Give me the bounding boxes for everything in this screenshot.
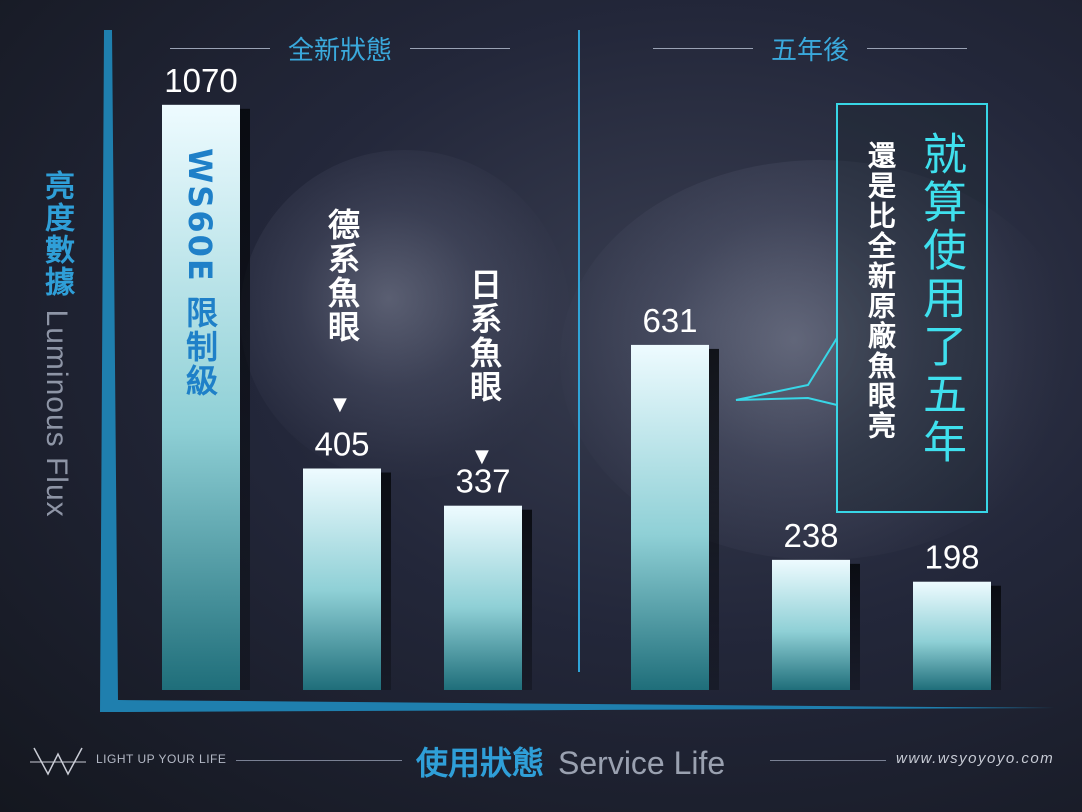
website-url: www.wsyoyoyo.com	[896, 750, 1055, 767]
callout-subtext: 還是比全新原廠魚眼亮	[864, 141, 897, 441]
x-axis-label: 使用狀態 Service Life	[416, 738, 725, 784]
footer: LIGHT UP YOUR LIFE 使用狀態 Service Life www.…	[0, 724, 1082, 794]
arrow-down-icon-japanese: ▼	[475, 446, 489, 467]
callout-headline: 就算使用了五年	[915, 131, 966, 467]
y-axis-label-en: Luminous Flux	[40, 309, 73, 518]
value-label-new-ws60e: 1070	[164, 62, 237, 99]
footer-rule-left	[236, 760, 402, 761]
value-label-new-german: 405	[314, 426, 369, 463]
value-label-five-years-ws60e: 631	[642, 302, 697, 339]
group-header-five-years: 五年後	[630, 30, 990, 66]
bar-label-japanese: 日系魚眼	[465, 268, 503, 404]
bar-new-japanese	[444, 505, 522, 690]
bar-five-years-ws60e	[631, 344, 709, 690]
x-axis-label-en: Service Life	[558, 745, 726, 781]
callout-box: 就算使用了五年 還是比全新原廠魚眼亮	[836, 103, 988, 513]
value-label-five-years-japanese: 198	[924, 539, 979, 576]
group-label-five-years: 五年後	[770, 35, 849, 66]
bar-five-years-german	[772, 559, 850, 690]
group-header-new: 全新狀態	[160, 30, 520, 66]
headlight-photo-left	[240, 150, 570, 480]
group-label-new: 全新狀態	[287, 35, 392, 66]
y-axis-label: 亮度數據 Luminous Flux	[36, 170, 76, 518]
bar-five-years-japanese	[913, 581, 991, 690]
x-axis-label-zh: 使用狀態	[416, 744, 545, 782]
bar-new-german	[303, 468, 381, 690]
value-label-new-japanese: 337	[455, 463, 510, 500]
bar-label-german: 德系魚眼	[323, 208, 361, 344]
brand-logo-icon	[30, 747, 86, 776]
bar-new-ws60e	[162, 104, 240, 691]
group-divider	[578, 30, 580, 672]
value-label-five-years-german: 238	[783, 517, 838, 554]
footer-rule-right	[770, 760, 886, 761]
arrow-down-icon-german: ▼	[333, 394, 347, 415]
brand-tagline: LIGHT UP YOUR LIFE	[96, 752, 227, 766]
y-axis-label-zh: 亮度數據	[39, 170, 74, 298]
bar-label-ws60e: WS60E 限制級	[181, 148, 219, 398]
